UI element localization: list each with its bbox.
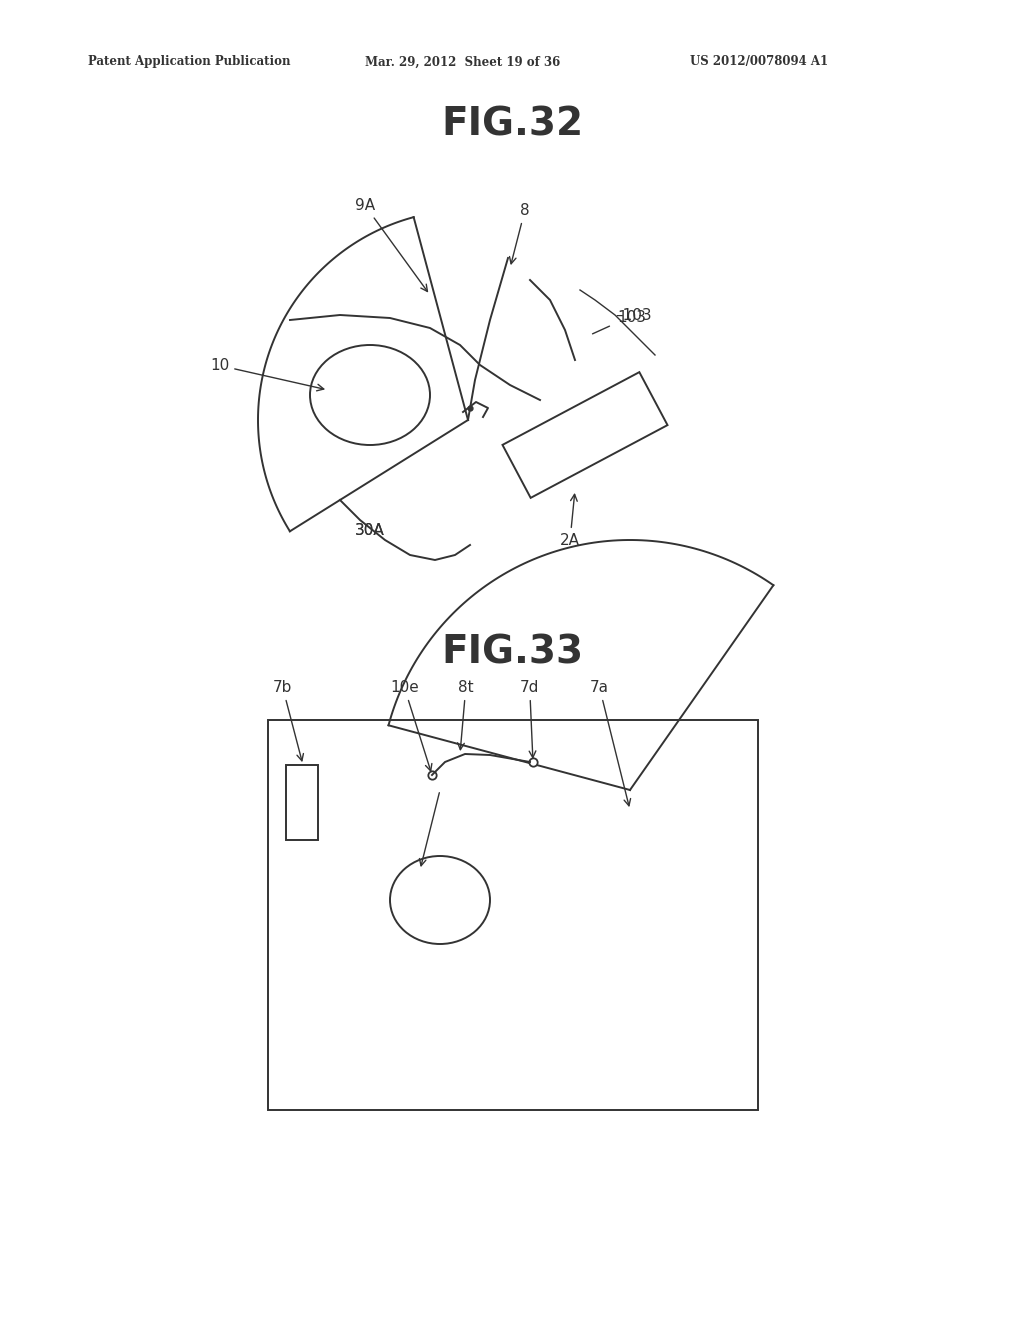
Text: 2A: 2A [560,494,580,548]
Text: 103: 103 [617,310,646,325]
Text: 7b: 7b [273,680,303,760]
Text: 30A: 30A [355,523,385,539]
Text: 8t: 8t [458,680,474,750]
Text: 10: 10 [210,358,324,391]
Text: –103: –103 [615,308,651,323]
Text: 7a: 7a [590,680,631,805]
Text: Mar. 29, 2012  Sheet 19 of 36: Mar. 29, 2012 Sheet 19 of 36 [365,55,560,69]
Text: FIG.33: FIG.33 [441,634,583,671]
Text: FIG.32: FIG.32 [441,106,583,144]
Text: US 2012/0078094 A1: US 2012/0078094 A1 [690,55,828,69]
Text: 9A: 9A [355,198,427,292]
Text: 10e: 10e [390,680,432,771]
Text: 8: 8 [510,203,529,264]
Bar [268,719,758,1110]
Bar [286,766,318,840]
Text: 30A: 30A [355,523,385,539]
Text: Patent Application Publication: Patent Application Publication [88,55,291,69]
Text: 7d: 7d [520,680,540,758]
Bar [503,372,668,498]
